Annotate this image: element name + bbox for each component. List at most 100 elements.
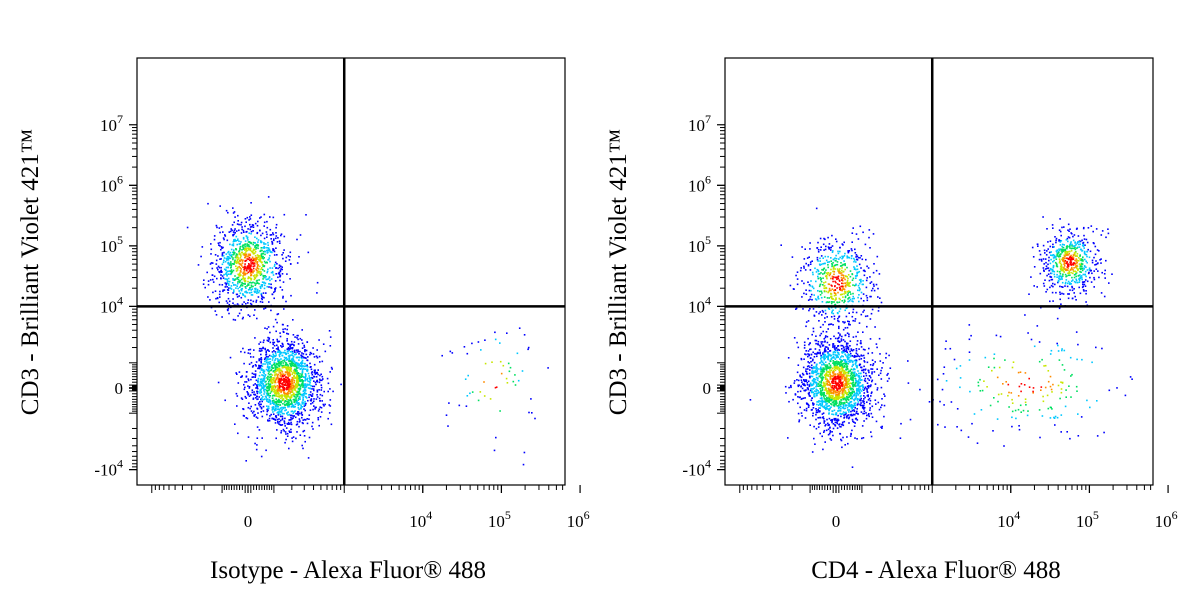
event-point — [868, 229, 871, 231]
event-point — [834, 351, 837, 354]
event-point — [805, 353, 807, 356]
event-point — [945, 340, 947, 342]
event-point — [1052, 243, 1054, 246]
event-point — [230, 266, 232, 268]
event-point — [257, 247, 259, 250]
event-point — [314, 373, 317, 375]
event-point — [807, 299, 810, 301]
event-point — [238, 295, 240, 297]
event-point — [328, 412, 331, 414]
event-point — [233, 221, 235, 224]
event-point — [218, 266, 221, 269]
event-point — [243, 279, 246, 282]
event-point — [859, 381, 861, 384]
event-point — [849, 340, 852, 342]
event-point — [834, 257, 836, 259]
event-point — [316, 380, 318, 382]
event-point — [277, 369, 280, 371]
event-point — [832, 344, 834, 346]
event-point — [246, 265, 249, 267]
event-point — [1093, 286, 1095, 288]
event-point — [281, 424, 284, 426]
event-point — [857, 271, 859, 274]
event-point — [276, 429, 278, 431]
event-point — [817, 352, 819, 355]
event-point — [223, 238, 225, 241]
event-point — [226, 282, 228, 285]
event-point — [798, 419, 801, 421]
event-point — [299, 337, 302, 340]
event-point — [846, 257, 849, 259]
event-point — [820, 360, 823, 363]
event-point — [1084, 273, 1086, 276]
event-point — [289, 348, 291, 350]
event-point — [275, 273, 277, 275]
event-point — [278, 359, 281, 361]
event-point — [231, 255, 233, 258]
event-point — [276, 241, 279, 243]
event-point — [801, 387, 804, 390]
event-point — [224, 286, 227, 288]
event-point — [1058, 359, 1061, 361]
event-point — [228, 284, 230, 286]
event-point — [458, 404, 461, 407]
event-point — [252, 356, 255, 358]
event-point — [832, 404, 835, 407]
event-point — [303, 346, 306, 348]
event-point — [264, 375, 266, 378]
event-point — [824, 424, 826, 427]
event-point — [857, 331, 859, 333]
event-point — [808, 393, 810, 396]
event-point — [826, 418, 828, 421]
event-point — [262, 387, 265, 390]
event-point — [277, 373, 280, 376]
event-point — [235, 255, 237, 257]
event-point — [288, 373, 291, 375]
event-point — [870, 395, 872, 397]
event-point — [869, 247, 871, 249]
event-point — [1086, 250, 1088, 253]
event-point — [1062, 246, 1065, 249]
event-point — [295, 379, 298, 382]
event-point — [302, 384, 304, 387]
event-point — [848, 409, 851, 411]
event-point — [262, 379, 264, 381]
event-point — [310, 398, 313, 400]
event-point — [828, 247, 830, 249]
event-point — [823, 338, 826, 340]
event-point — [809, 285, 812, 287]
event-point — [285, 392, 288, 395]
event-point — [807, 365, 810, 367]
event-point — [301, 356, 303, 358]
event-point — [842, 244, 844, 246]
event-point — [271, 417, 274, 420]
event-point — [832, 312, 835, 315]
event-point — [856, 340, 859, 342]
event-point — [321, 400, 323, 402]
event-point — [259, 258, 261, 261]
event-point — [218, 227, 221, 229]
event-point — [253, 349, 255, 351]
event-point — [886, 374, 888, 376]
event-point — [264, 275, 266, 277]
event-point — [825, 408, 827, 411]
event-point — [283, 412, 285, 415]
event-point — [235, 248, 238, 251]
event-point — [857, 284, 860, 287]
event-point — [1037, 245, 1039, 247]
event-point — [817, 426, 820, 428]
event-point — [221, 247, 223, 249]
event-point — [240, 309, 242, 311]
event-point — [499, 410, 501, 412]
event-point — [1062, 293, 1065, 295]
event-point — [471, 342, 473, 345]
event-point — [1067, 223, 1070, 226]
event-point — [256, 266, 258, 269]
event-point — [1077, 243, 1080, 246]
event-point — [844, 407, 846, 410]
event-point — [320, 384, 323, 386]
event-point — [1081, 239, 1083, 242]
event-point — [871, 416, 874, 418]
event-point — [243, 362, 245, 365]
event-point — [277, 381, 279, 383]
